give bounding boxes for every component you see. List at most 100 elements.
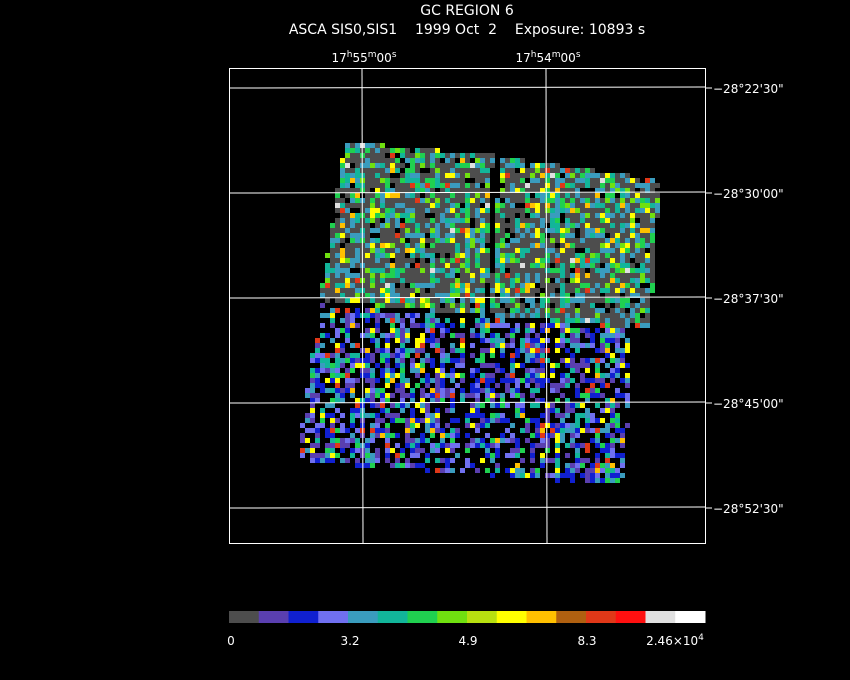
pixel (395, 453, 400, 458)
pixel (505, 313, 510, 318)
pixel (465, 308, 470, 313)
pixel (575, 173, 580, 178)
label-part: 17 (515, 51, 530, 65)
pixel (455, 238, 460, 243)
pixel (420, 158, 425, 163)
pixel (495, 413, 500, 418)
pixel (475, 468, 480, 473)
pixel (365, 253, 370, 258)
pixel (405, 233, 410, 238)
pixel (560, 323, 565, 328)
pixel (550, 228, 555, 233)
pixel (605, 203, 610, 208)
pixel (405, 263, 410, 268)
pixel (465, 248, 470, 253)
pixel (650, 238, 655, 243)
pixel (395, 373, 400, 378)
pixel (595, 318, 600, 323)
pixel (550, 323, 555, 328)
pixel (485, 338, 490, 343)
pixel (335, 343, 340, 348)
pixel (530, 343, 535, 348)
pixel (555, 388, 560, 393)
pixel (390, 148, 395, 153)
pixel (550, 363, 555, 368)
pixel (480, 283, 485, 288)
pixel (370, 288, 375, 293)
pixel (485, 278, 490, 283)
pixel (650, 233, 655, 238)
pixel (400, 228, 405, 233)
pixel (485, 188, 490, 193)
pixel (535, 433, 540, 438)
pixel (435, 248, 440, 253)
pixel (635, 303, 640, 308)
pixel (400, 353, 405, 358)
pixel (470, 343, 475, 348)
pixel (395, 188, 400, 193)
pixel (355, 193, 360, 198)
pixel (435, 258, 440, 263)
pixel (370, 413, 375, 418)
pixel (325, 263, 330, 268)
pixel (445, 423, 450, 428)
pixel (415, 453, 420, 458)
pixel (630, 193, 635, 198)
pixel (335, 378, 340, 383)
pixel (570, 173, 575, 178)
pixel (530, 248, 535, 253)
pixel (400, 163, 405, 168)
pixel (430, 198, 435, 203)
pixel (325, 358, 330, 363)
pixel (545, 228, 550, 233)
pixel (440, 388, 445, 393)
pixel (450, 408, 455, 413)
pixel (515, 448, 520, 453)
pixel (450, 158, 455, 163)
pixel (565, 303, 570, 308)
pixel (575, 183, 580, 188)
pixel (330, 268, 335, 273)
pixel (590, 303, 595, 308)
pixel (575, 423, 580, 428)
pixel (430, 308, 435, 313)
pixel (635, 323, 640, 328)
pixel (435, 298, 440, 303)
pixel (340, 283, 345, 288)
pixel (575, 468, 580, 473)
pixel (425, 153, 430, 158)
pixel (530, 183, 535, 188)
pixel (520, 168, 525, 173)
pixel (480, 263, 485, 268)
pixel (600, 183, 605, 188)
pixel (550, 318, 555, 323)
pixel (540, 298, 545, 303)
pixel (420, 363, 425, 368)
pixel (545, 203, 550, 208)
pixel (520, 343, 525, 348)
pixel (615, 413, 620, 418)
pixel (595, 203, 600, 208)
pixel (400, 298, 405, 303)
pixel (560, 238, 565, 243)
pixel (545, 263, 550, 268)
pixel (460, 193, 465, 198)
pixel (375, 218, 380, 223)
pixel (330, 338, 335, 343)
pixel (385, 363, 390, 368)
pixel (615, 228, 620, 233)
pixel (535, 308, 540, 313)
pixel (570, 378, 575, 383)
pixel (430, 228, 435, 233)
pixel (325, 278, 330, 283)
pixel (575, 268, 580, 273)
pixel (490, 298, 495, 303)
pixel (455, 213, 460, 218)
pixel (515, 273, 520, 278)
pixel (525, 383, 530, 388)
pixel (610, 248, 615, 253)
pixel (590, 248, 595, 253)
pixel (460, 298, 465, 303)
pixel (530, 323, 535, 328)
pixel (405, 213, 410, 218)
